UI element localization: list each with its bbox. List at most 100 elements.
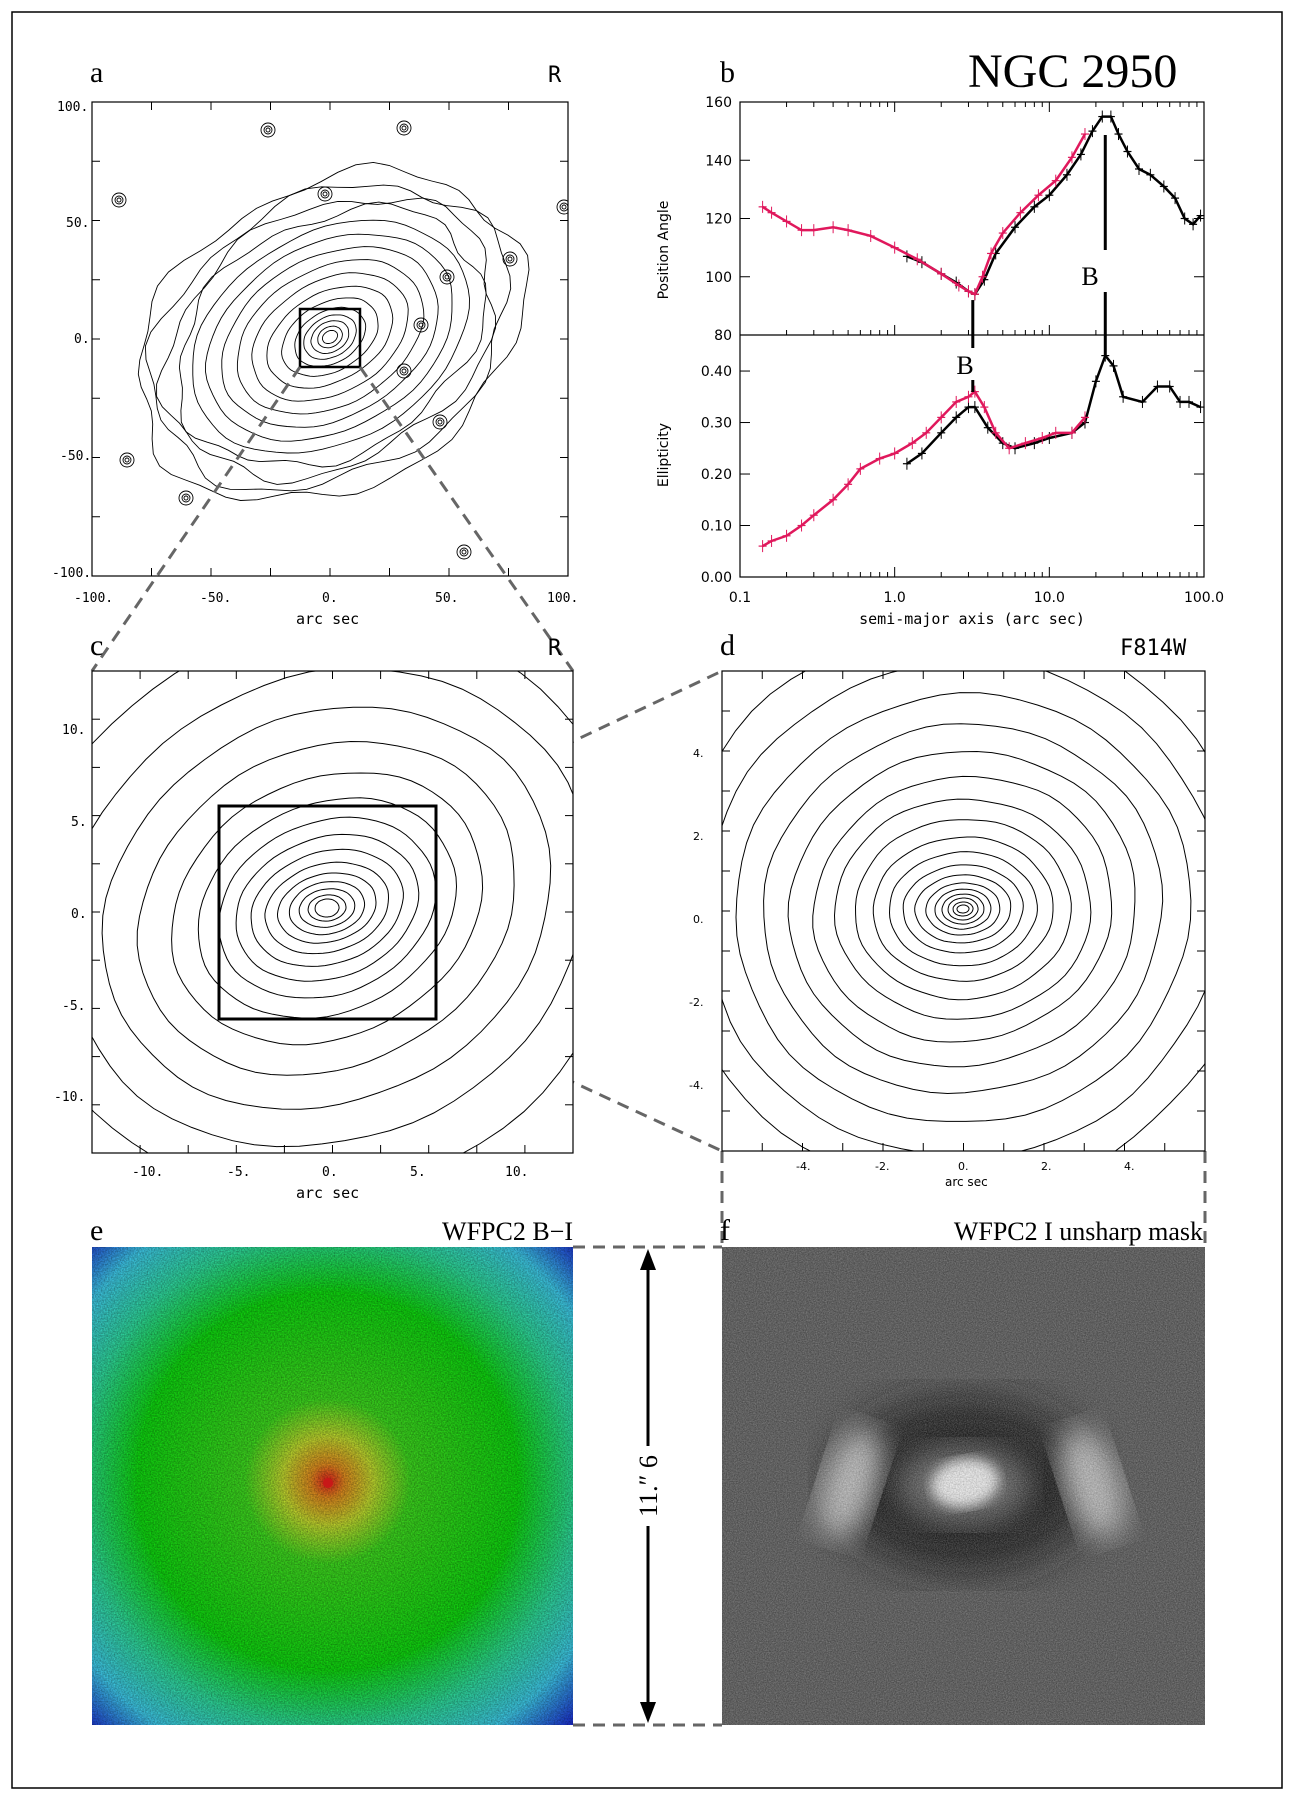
panel-b-frame [739, 101, 1205, 578]
star-contour [396, 363, 412, 379]
contour-line [310, 320, 350, 354]
star-contour [442, 272, 452, 282]
panel-e: e WFPC2 B−I [90, 1214, 573, 1725]
star-contour [183, 495, 189, 501]
panel-e-letter: e [90, 1214, 103, 1247]
contour-line [250, 848, 404, 967]
panel-d-contours [722, 671, 1205, 1151]
panel-a-xtick: 0. [322, 591, 338, 606]
bar-marker-inner: B [956, 351, 973, 380]
panel-c-ytick: 5. [71, 815, 87, 830]
contour-line [902, 864, 1024, 954]
star-contour [507, 256, 513, 262]
contour-line [934, 888, 992, 930]
star-contour [439, 269, 455, 285]
ell-hst-line [761, 389, 1086, 548]
panel-a: a R 100. 50. 0. -50. -100. -100. -50. 0.… [52, 56, 578, 628]
panel-d-xtick: -2. [875, 1160, 889, 1173]
scale-bar-gap [636, 1446, 660, 1526]
contour-line [266, 285, 394, 389]
panel-d-xlabel: arc sec [945, 1175, 988, 1189]
panel-d-band: F814W [1120, 636, 1187, 661]
panel-d-xtick: 4. [1124, 1160, 1135, 1173]
star-contour [401, 368, 407, 374]
contour-line [101, 706, 552, 1110]
pa-ytick-label: 80 [714, 328, 732, 344]
panel-c-ticks [91, 670, 574, 1154]
contour-line [136, 740, 515, 1076]
panel-a-ytick: 50. [66, 216, 89, 231]
ell-ytick-label: 0.00 [701, 570, 732, 586]
contour-line [144, 184, 512, 492]
panel-a-zoom-box [298, 307, 362, 369]
star-contour [401, 125, 407, 131]
star-contour [116, 197, 122, 203]
star-contour [461, 549, 467, 555]
scale-bar-arrow-top [640, 1249, 656, 1270]
b-xlabel: semi-major axis (arc sec) [859, 610, 1085, 628]
panel-a-ytick: 100. [57, 100, 88, 115]
contour-line [192, 219, 470, 454]
figure-title: NGC 2950 [968, 45, 1177, 98]
panel-b-letter: b [720, 56, 735, 89]
panel-d-ytick: 0. [693, 913, 704, 926]
panel-c-xtick: 5. [410, 1165, 426, 1180]
color-map-noise [92, 1247, 573, 1725]
panel-f-label: WFPC2 I unsharp mask [954, 1217, 1203, 1246]
panel-d-ytick: -4. [689, 1079, 703, 1092]
panel-a-xtick: -100. [74, 591, 113, 606]
panel-d-ytick: -2. [689, 996, 703, 1009]
connector-a-c-right [358, 366, 575, 672]
panel-a-frame [91, 101, 569, 577]
pa-hst-line [761, 133, 1087, 296]
panel-a-xtick: -50. [200, 591, 231, 606]
panel-d-letter: d [720, 629, 735, 662]
contour-line [264, 861, 390, 955]
unsharp-mask-image [722, 1247, 1205, 1725]
panel-a-ticks [91, 101, 569, 577]
contour-line [952, 901, 974, 917]
star-contour [124, 457, 130, 463]
star-contour [561, 204, 567, 210]
panel-b-plot: 0.1 1.0 10.0 100.0 80 100 120 140 160 0.00 0.10 0.2… [701, 95, 1224, 606]
scale-bar-arrow-bottom [640, 1702, 656, 1723]
contour-line [787, 750, 1136, 1068]
pa-ytick-label: 120 [705, 212, 732, 228]
contour-line [197, 797, 458, 1019]
star-contour [556, 199, 568, 215]
panel-b: b 0.1 1.0 10.0 100.0801001201401600.000.100… [656, 56, 1224, 628]
panel-a-ytick: -100. [52, 566, 91, 581]
panel-c-ytick: -10. [54, 1090, 85, 1105]
pa-ground-line [906, 115, 1202, 296]
contour-line [221, 246, 439, 428]
contour-line [288, 881, 366, 936]
contour-line [92, 671, 573, 1148]
panel-a-xlabel: arc sec [296, 610, 359, 628]
panel-c-band: R [548, 636, 562, 661]
star-contour [320, 189, 330, 199]
panel-c-letter: c [90, 629, 103, 662]
ell-ytick-label: 0.40 [701, 364, 732, 380]
contour-line [947, 897, 979, 921]
star-contour [444, 274, 450, 280]
b-xtick-label: 100.0 [1184, 590, 1224, 606]
panel-a-contours [111, 120, 568, 560]
contour-line [763, 723, 1164, 1095]
star-contour [399, 123, 409, 133]
contour-line [833, 798, 1092, 1020]
ell-ground-line [906, 353, 1202, 465]
scale-bar: 11.″ 6 [634, 1249, 663, 1723]
star-contour [432, 414, 448, 430]
contour-line [235, 833, 420, 982]
star-contour [413, 317, 429, 333]
contour-line [276, 872, 377, 944]
connector-c-d-bottom [435, 1017, 723, 1153]
panel-d-ytick: 2. [693, 830, 704, 843]
panel-a-letter: a [90, 56, 103, 89]
star-contour [317, 186, 333, 202]
pa-ytick-label: 160 [705, 95, 732, 111]
b-xtick-label: 1.0 [884, 590, 906, 606]
star-contour [265, 127, 271, 133]
star-contour [122, 455, 132, 465]
